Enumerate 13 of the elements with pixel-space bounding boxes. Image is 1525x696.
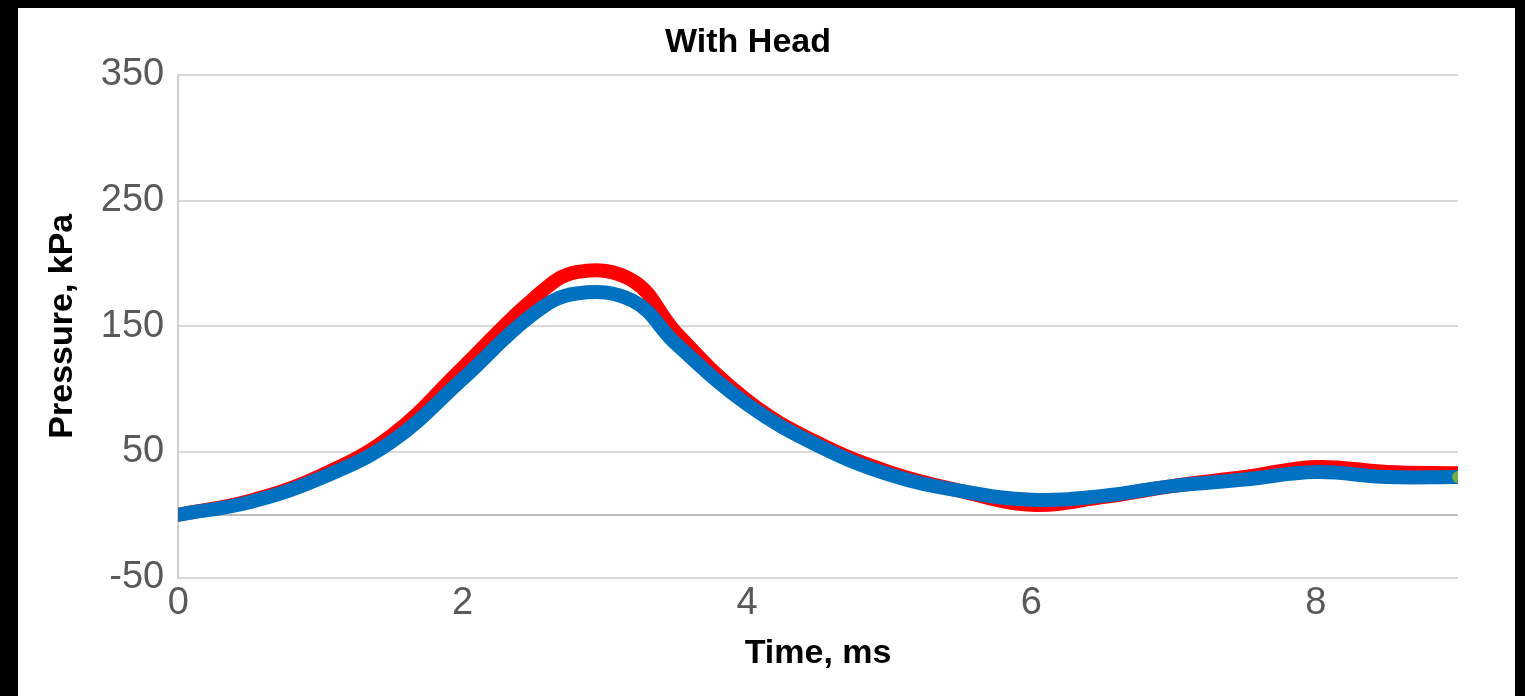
chart-title: With Head: [665, 20, 831, 59]
x-axis-title: Time, ms: [744, 631, 892, 670]
y-tick-label: 150: [100, 302, 165, 345]
y-tick-label: 350: [100, 51, 165, 94]
y-tick-label: 50: [121, 428, 165, 471]
x-tick-label: 2: [452, 579, 474, 622]
x-tick-label: 4: [736, 579, 758, 622]
y-tick-label: 250: [100, 176, 165, 219]
y-axis-title: Pressure, kPa: [40, 212, 79, 439]
x-tick-label: 8: [1305, 579, 1327, 622]
x-tick-label: 6: [1020, 579, 1042, 622]
x-tick-label: 0: [167, 579, 189, 622]
y-tick-label: -50: [109, 554, 165, 597]
